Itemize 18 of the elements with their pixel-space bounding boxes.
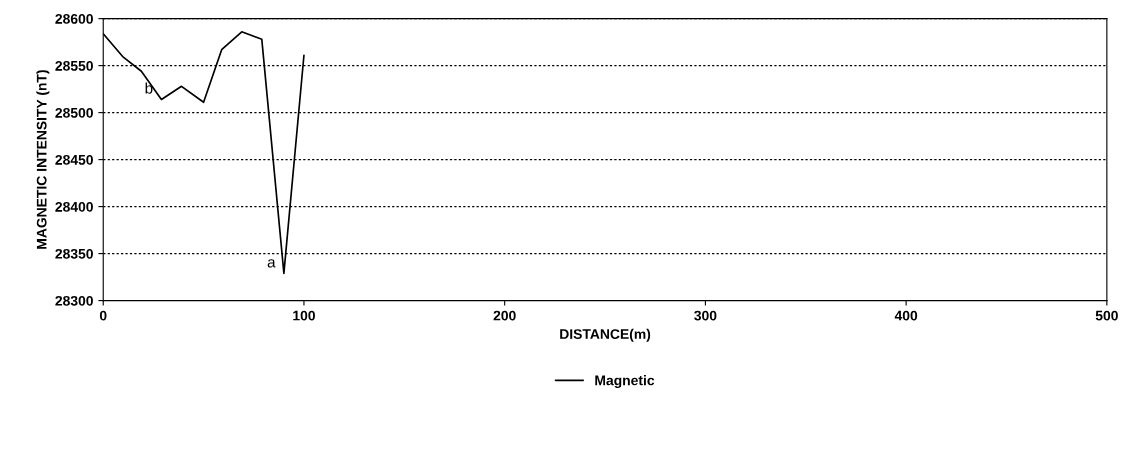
x-tick-label: 400: [894, 310, 918, 321]
x-tick-label: 0: [99, 310, 107, 321]
y-axis-title: MAGNETIC INTENSITY (nT): [36, 70, 50, 249]
x-tick-label: 300: [694, 310, 717, 321]
annotation: a: [267, 259, 276, 268]
y-tick-label: 28300: [55, 295, 93, 306]
y-tick-label: 28450: [55, 154, 93, 165]
x-tick-label: 100: [293, 310, 315, 321]
x-tick-label: 200: [493, 310, 516, 321]
y-tick-label: 28500: [55, 107, 93, 118]
x-axis-title: DISTANCE(m): [560, 328, 651, 342]
y-tick-label: 28550: [55, 60, 93, 71]
legend-label: Magnetic: [595, 375, 655, 389]
annotation: b: [145, 82, 153, 94]
y-tick-label: 28400: [55, 201, 93, 212]
x-tick-label: 500: [1095, 310, 1118, 321]
y-tick-label: 28350: [55, 248, 93, 259]
y-tick-label: 28600: [55, 13, 93, 24]
